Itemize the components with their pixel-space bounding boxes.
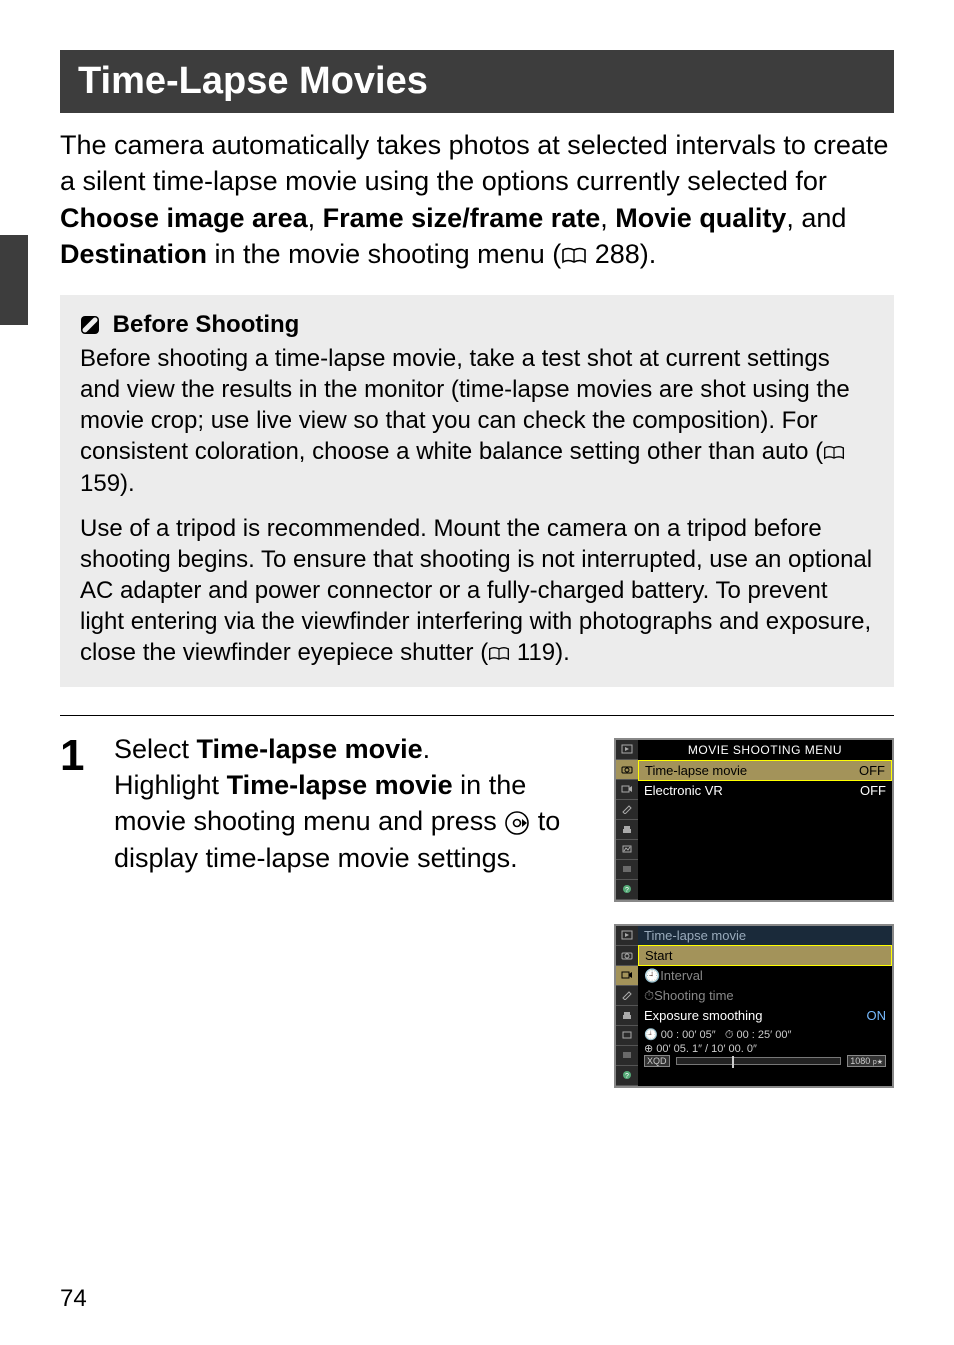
lcd2-start: Start xyxy=(638,945,892,966)
lcd-timelapse-settings: ? Time-lapse movie Start 🕘Interval ⏱Shoo… xyxy=(614,924,894,1088)
lcd-tab-help-icon: ? xyxy=(616,880,638,900)
book-icon xyxy=(823,445,845,461)
callout-p2: Use of a tripod is recommended. Mount th… xyxy=(80,513,874,669)
lcd-tab-strip: ? xyxy=(616,926,638,1086)
lcd2-progress-bar xyxy=(676,1057,842,1065)
intro-bold-1: Choose image area xyxy=(60,203,308,233)
lcd2-shooting-time: ⏱Shooting time xyxy=(638,986,892,1006)
callout-title-text: Before Shooting xyxy=(113,311,300,338)
lcd-row-timelapse: Time-lapse movie OFF xyxy=(638,760,892,781)
lcd-tab-pencil-icon xyxy=(616,986,638,1006)
lcd-tab-pencil-icon xyxy=(616,800,638,820)
lcd-tab-mymenu-icon xyxy=(616,860,638,880)
intro-bold-3: Movie quality xyxy=(615,203,786,233)
lcd2-title: Time-lapse movie xyxy=(638,926,892,945)
lcd-tab-photo-icon xyxy=(616,946,638,966)
lcd-tab-setup-icon xyxy=(616,820,638,840)
lcd2-times-row: 🕘 00 : 00′ 05″ ⏱ 00 : 25′ 00″ xyxy=(644,1028,886,1042)
lcd-tab-playback-icon xyxy=(616,926,638,946)
lcd2-duration-row: ⊕ 00′ 05. 1″ / 10′ 00. 0″ xyxy=(644,1042,886,1055)
svg-text:?: ? xyxy=(625,887,629,894)
lcd2-interval: 🕘Interval xyxy=(638,966,892,986)
page-number: 74 xyxy=(60,1285,87,1313)
lcd-tab-movie-icon xyxy=(616,780,638,800)
lcd-tab-playback-icon xyxy=(616,740,638,760)
page-side-tab xyxy=(0,235,28,325)
lcd-tab-mymenu-icon xyxy=(616,1046,638,1066)
lcd-movie-shooting-menu: ? MOVIE SHOOTING MENU Time-lapse movie O… xyxy=(614,738,894,902)
intro-bold-4: Destination xyxy=(60,239,207,269)
step-description: Highlight Time-lapse movie in the movie … xyxy=(114,767,590,876)
intro-paragraph: The camera automatically takes photos at… xyxy=(60,127,894,273)
note-icon xyxy=(80,315,100,335)
svg-text:?: ? xyxy=(625,1073,629,1080)
step-number: 1 xyxy=(60,734,90,778)
intro-bold-2: Frame size/frame rate xyxy=(323,203,601,233)
lcd-tab-retouch-icon xyxy=(616,1026,638,1046)
section-header: Time-Lapse Movies xyxy=(60,50,894,113)
lcd2-exposure-smoothing: Exposure smoothingON xyxy=(638,1006,892,1025)
lcd-row-evr: Electronic VR OFF xyxy=(638,781,892,800)
book-icon xyxy=(561,247,587,265)
book-icon xyxy=(488,646,510,662)
lcd-screenshots: ? MOVIE SHOOTING MENU Time-lapse movie O… xyxy=(614,738,894,1088)
lcd-tab-photo-icon xyxy=(616,760,638,780)
callout-title: Before Shooting xyxy=(80,311,874,339)
step-1: 1 Select Time-lapse movie. Highlight Tim… xyxy=(60,715,894,1088)
intro-text: The camera automatically takes photos at… xyxy=(60,130,888,196)
multi-selector-right-icon xyxy=(504,810,530,836)
callout-box: Before Shooting Before shooting a time-l… xyxy=(60,295,894,687)
lcd-tab-setup-icon xyxy=(616,1006,638,1026)
lcd2-res-badge: 1080 p★ xyxy=(847,1055,886,1067)
lcd-title: MOVIE SHOOTING MENU xyxy=(638,740,892,760)
callout-p1: Before shooting a time-lapse movie, take… xyxy=(80,343,874,499)
lcd-tab-strip: ? xyxy=(616,740,638,900)
lcd-tab-help-icon: ? xyxy=(616,1066,638,1086)
lcd2-card-badge: XQD xyxy=(644,1055,670,1067)
step-title: Select Time-lapse movie. xyxy=(114,734,590,765)
lcd-tab-retouch-icon xyxy=(616,840,638,860)
lcd2-bottom-status: 🕘 00 : 00′ 05″ ⏱ 00 : 25′ 00″ ⊕ 00′ 05. … xyxy=(638,1025,892,1070)
lcd-tab-movie-icon xyxy=(616,966,638,986)
